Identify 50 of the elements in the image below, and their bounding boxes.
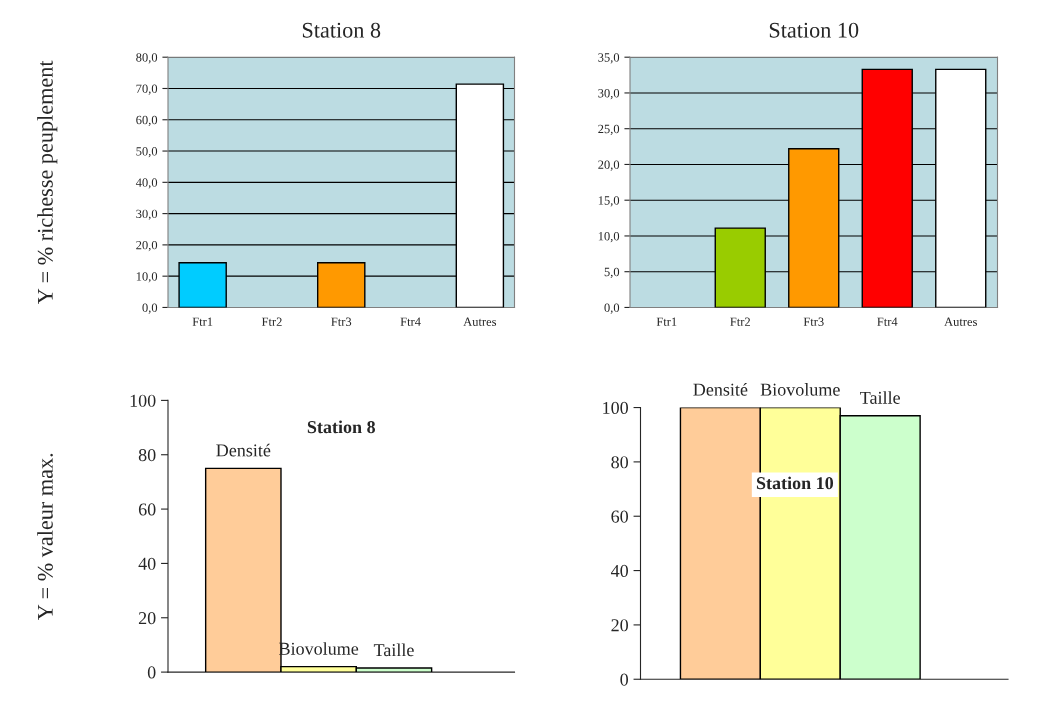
chart-title: Station 10: [769, 22, 859, 38]
y-axis-title: Y = % valeur max.: [37, 453, 53, 620]
y-tick-label: 80: [611, 456, 629, 469]
y-tick-label: 20: [611, 619, 629, 632]
y-tick-label: 30,0: [598, 88, 620, 100]
x-tick-label: Taille: [373, 643, 414, 657]
x-tick-label: Ftr1: [656, 317, 677, 326]
y-tick-label: 30,0: [136, 209, 158, 220]
y-tick-label: 5,0: [604, 267, 620, 278]
x-tick-label: Ftr3: [803, 317, 824, 326]
x-tick-label: Ftr4: [877, 317, 898, 326]
y-tick-label: 35,0: [598, 53, 620, 64]
y-axis-title: Y = % richesse peuplement: [37, 60, 58, 304]
chart-title: Station 8: [302, 22, 381, 38]
y-tick-label: 20,0: [598, 160, 620, 171]
y-tick-label: 60,0: [136, 115, 158, 127]
y-tick-label: 80,0: [136, 53, 158, 64]
y-tick-label: 70,0: [136, 84, 158, 95]
y-tick-label: 0,0: [604, 303, 620, 314]
y-tick-label: 60: [611, 510, 629, 523]
y-tick-label: 25,0: [598, 124, 620, 135]
x-tick-label: Densité: [693, 383, 748, 396]
x-tick-label: Densité: [216, 443, 271, 457]
y-tick-label: 0: [147, 666, 156, 679]
y-tick-label: 0: [620, 673, 629, 686]
x-tick-label: Ftr4: [400, 317, 421, 326]
x-tick-label: Ftr1: [192, 317, 213, 326]
x-tick-label: Autres: [463, 317, 497, 326]
x-tick-label: Autres: [944, 317, 977, 326]
x-tick-label: Ftr2: [730, 317, 750, 326]
y-tick-label: 15,0: [598, 196, 620, 207]
y-tick-label: 100: [603, 401, 629, 414]
y-tick-label: 40: [610, 564, 629, 578]
y-tick-label: 40: [138, 557, 156, 570]
y-tick-label: 50,0: [136, 147, 158, 158]
y-tick-label: 80: [138, 449, 156, 462]
y-tick-label: 10,0: [136, 272, 158, 283]
annotation: Station 10: [756, 476, 834, 490]
y-tick-label: 20,0: [136, 240, 158, 252]
y-tick-label: 0,0: [142, 303, 158, 314]
annotation: Station 8: [307, 420, 376, 434]
y-tick-label: 100: [130, 394, 156, 407]
y-tick-label: 20: [138, 612, 156, 625]
x-tick-label: Biovolume: [760, 383, 840, 396]
y-tick-label: 40,0: [135, 178, 158, 189]
y-tick-label: 10,0: [598, 231, 620, 243]
x-tick-label: Taille: [860, 391, 900, 404]
y-tick-label: 60: [138, 503, 156, 516]
x-tick-label: Ftr3: [331, 317, 352, 326]
x-tick-label: Ftr2: [261, 317, 282, 326]
